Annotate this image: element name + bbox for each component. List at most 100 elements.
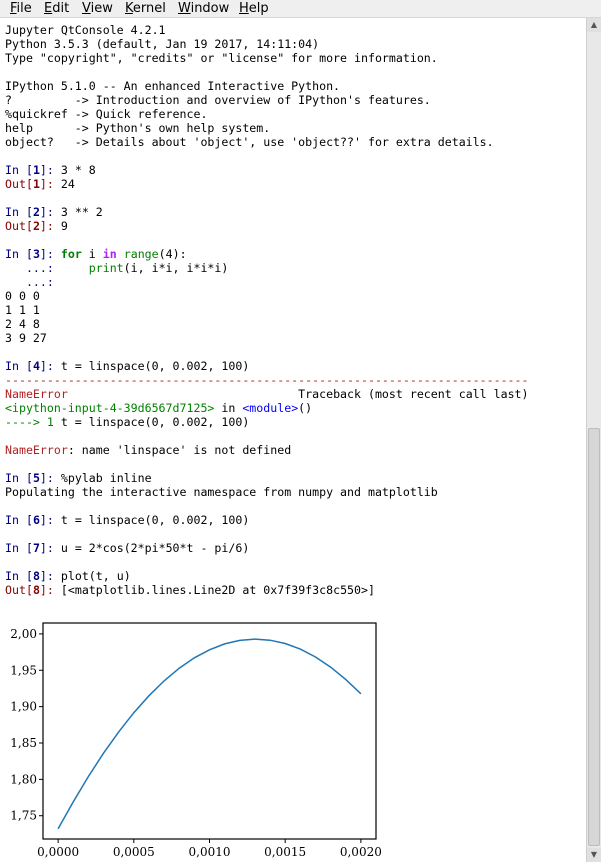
scroll-up-icon[interactable]: ▲ — [587, 18, 601, 32]
menu-file[interactable]: File — [10, 1, 32, 17]
traceback-arrow: ----> 1 — [5, 415, 61, 429]
prompt-bracket: ]: — [39, 219, 61, 233]
keyword-for: for — [60, 247, 82, 261]
prompt-bracket: [ — [25, 513, 33, 527]
menu-kernel-accel: K — [125, 1, 133, 16]
input-line: In [5]: %pylab inline — [5, 471, 152, 485]
input-code: t = linspace(0, 0.002, 100) — [60, 513, 250, 527]
traceback-code-line: ----> 1 t = linspace(0, 0.002, 100) — [5, 415, 249, 429]
in-number: 8 — [32, 569, 40, 583]
input-line: In [4]: t = linspace(0, 0.002, 100) — [5, 359, 249, 373]
in-prompt: In — [5, 513, 26, 527]
stdout-line: 0 0 0 — [5, 289, 40, 303]
input-line: In [7]: u = 2*cos(2*pi*50*t - pi/6) — [5, 541, 249, 555]
prompt-bracket: ]: — [39, 541, 61, 555]
x-tick-label: 0,0005 — [113, 845, 155, 859]
menu-edit[interactable]: Edit — [44, 1, 69, 17]
stdout-line: 2 4 8 — [5, 317, 40, 331]
input-code: 3 * 8 — [60, 163, 96, 177]
menu-window-label: indow — [190, 1, 230, 16]
banner-line: ? -> Introduction and overview of IPytho… — [5, 93, 431, 107]
menu-file-accel: F — [10, 1, 17, 16]
traceback-separator: ----------------------------------------… — [5, 373, 529, 387]
menu-view[interactable]: View — [82, 1, 113, 17]
in-prompt: In — [5, 471, 26, 485]
in-prompt: In — [5, 569, 26, 583]
x-tick-label: 0,0015 — [264, 845, 306, 859]
input-code: t = linspace(0, 0.002, 100) — [60, 359, 250, 373]
y-tick-label: 1,95 — [10, 663, 37, 677]
y-tick-label: 1,80 — [10, 772, 37, 786]
y-tick-label: 1,75 — [10, 809, 37, 823]
code-token: (i, i*i, i*i*i) — [123, 261, 229, 275]
menu-help[interactable]: Help — [239, 1, 269, 17]
code-token: () — [298, 401, 313, 415]
continuation-prompt: ...: — [5, 261, 89, 275]
continuation-line: ...: print(i, i*i, i*i*i) — [5, 261, 228, 275]
in-number: 6 — [32, 513, 40, 527]
prompt-bracket: [ — [25, 205, 33, 219]
y-tick-label: 1,90 — [10, 700, 37, 714]
error-message: NameError: name 'linspace' is not define… — [5, 443, 291, 457]
builtin-print: print — [88, 261, 124, 275]
menu-view-label: iew — [90, 1, 113, 16]
prompt-bracket: [ — [25, 569, 33, 583]
traceback-location: <ipython-input-4-39d6567d7125> in <modul… — [5, 401, 312, 415]
inline-plot: 0,0000 0,0005 0,0010 0,0015 0,0020 1,75 1,80 1,… — [10, 622, 382, 859]
prompt-bracket: ]: — [39, 163, 61, 177]
in-prompt: In — [5, 541, 26, 555]
out-number: 2 — [32, 219, 40, 233]
in-prompt: In — [5, 163, 26, 177]
code-token: i — [81, 247, 103, 261]
input-line: In [2]: 3 ** 2 — [5, 205, 103, 219]
output-value: 24 — [60, 177, 75, 191]
menu-edit-accel: E — [44, 1, 53, 16]
in-number: 3 — [32, 247, 40, 261]
y-tick-label: 1,85 — [10, 736, 37, 750]
input-code: %pylab inline — [60, 471, 152, 485]
banner-line: IPython 5.1.0 -- An enhanced Interactive… — [5, 79, 341, 93]
prompt-bracket: ]: — [39, 569, 61, 583]
input-line: In [6]: t = linspace(0, 0.002, 100) — [5, 513, 249, 527]
prompt-bracket: [ — [25, 177, 33, 191]
error-name: NameError — [5, 443, 68, 457]
input-code: u = 2*cos(2*pi*50*t - pi/6) — [60, 541, 250, 555]
x-tick-label: 0,0020 — [340, 845, 382, 859]
out-number: 8 — [32, 583, 40, 597]
input-line: In [1]: 3 * 8 — [5, 163, 96, 177]
code-token: in — [214, 401, 243, 415]
prompt-bracket: [ — [25, 359, 33, 373]
code-token: (4): — [158, 247, 187, 261]
prompt-bracket: ]: — [39, 359, 61, 373]
banner-line: help -> Python's own help system. — [5, 121, 271, 135]
keyword-in: in — [102, 247, 117, 261]
continuation-line: ...: — [5, 275, 61, 289]
menu-edit-label: dit — [52, 1, 70, 16]
scrollbar-thumb[interactable] — [588, 428, 600, 846]
traceback-module: <module> — [242, 401, 299, 415]
prompt-bracket: ]: — [39, 177, 61, 191]
in-number: 4 — [32, 359, 40, 373]
stdout-line: 3 9 27 — [5, 331, 47, 345]
prompt-bracket: ]: — [39, 247, 61, 261]
menu-kernel[interactable]: Kernel — [125, 1, 166, 17]
error-name: NameError — [5, 387, 68, 401]
traceback-file: <ipython-input-4-39d6567d7125> — [5, 401, 215, 415]
in-number: 5 — [32, 471, 40, 485]
traceback-code: t = linspace(0, 0.002, 100) — [60, 415, 250, 429]
scroll-down-icon[interactable]: ▼ — [587, 848, 601, 862]
in-number: 7 — [32, 541, 40, 555]
prompt-bracket: ]: — [39, 513, 61, 527]
y-tick-label: 2,00 — [10, 627, 37, 641]
vertical-scrollbar[interactable]: ▲ ▼ — [586, 18, 601, 862]
input-code: plot(t, u) — [60, 569, 131, 583]
input-code: 3 ** 2 — [60, 205, 103, 219]
axes-frame — [42, 622, 377, 840]
out-prompt: Out — [5, 219, 26, 233]
out-prompt: Out — [5, 177, 26, 191]
in-prompt: In — [5, 247, 26, 261]
console-output[interactable]: Jupyter QtConsole 4.2.1 Python 3.5.3 (de… — [0, 18, 586, 862]
banner-line: object? -> Details about 'object', use '… — [5, 135, 494, 149]
menu-window[interactable]: Window — [178, 1, 229, 17]
error-text: : name 'linspace' is not defined — [67, 443, 292, 457]
